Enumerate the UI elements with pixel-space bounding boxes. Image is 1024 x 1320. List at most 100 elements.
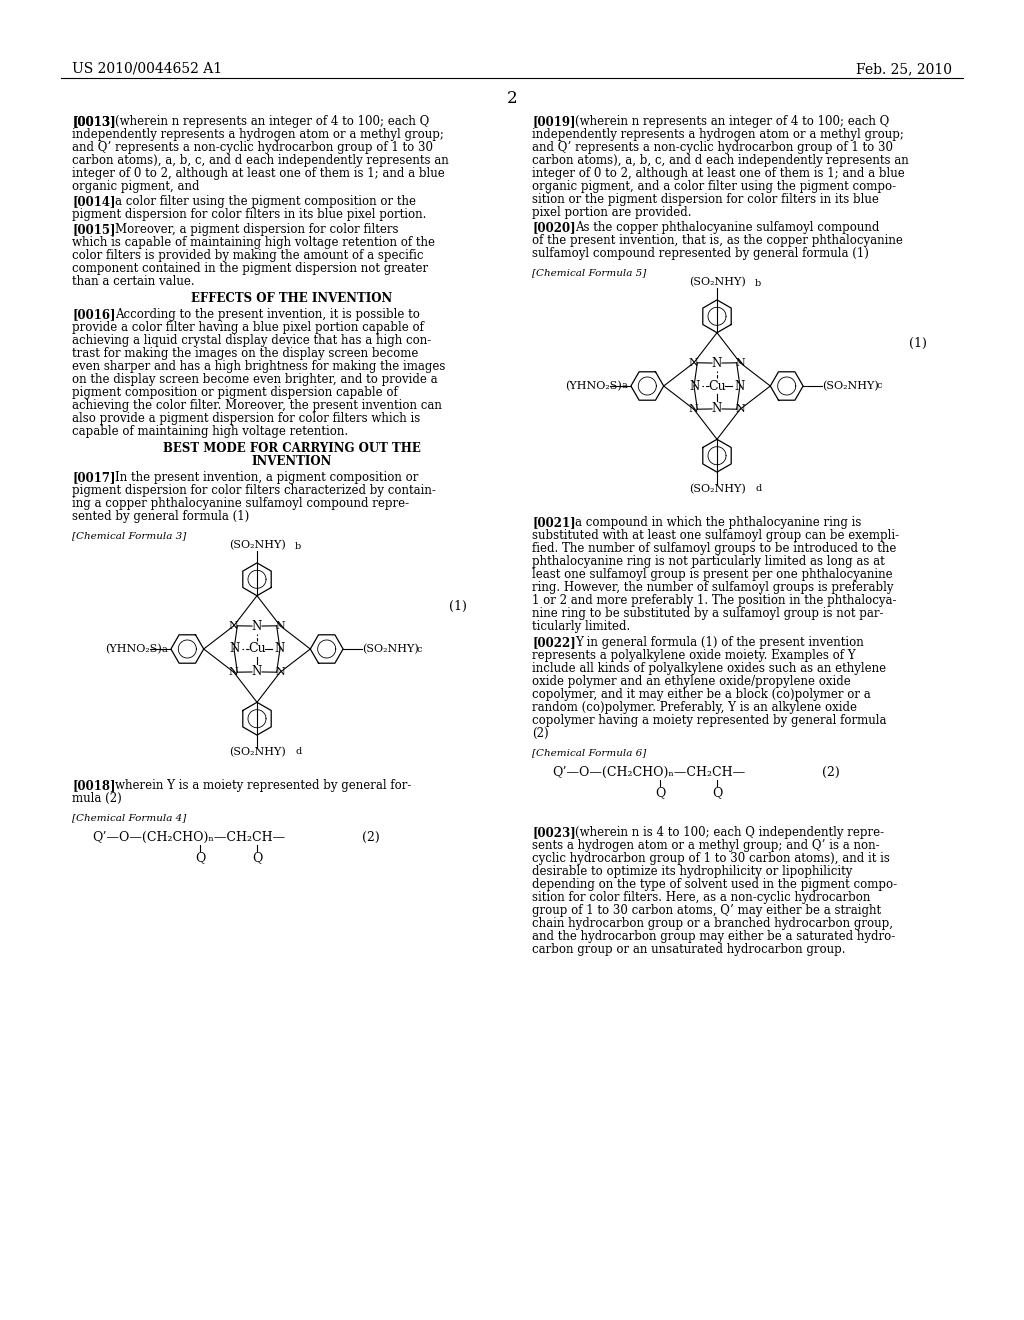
Text: (wherein n represents an integer of 4 to 100; each Q: (wherein n represents an integer of 4 to…	[575, 115, 889, 128]
Text: [Chemical Formula 5]: [Chemical Formula 5]	[532, 268, 646, 277]
Text: (1): (1)	[450, 599, 467, 612]
Text: cyclic hydrocarbon group of 1 to 30 carbon atoms), and it is: cyclic hydrocarbon group of 1 to 30 carb…	[532, 851, 890, 865]
Text: on the display screen become even brighter, and to provide a: on the display screen become even bright…	[72, 374, 437, 385]
Text: (SO₂NHY): (SO₂NHY)	[228, 747, 286, 758]
Text: component contained in the pigment dispersion not greater: component contained in the pigment dispe…	[72, 261, 428, 275]
Text: N: N	[252, 665, 262, 678]
Text: ing a copper phthalocyanine sulfamoyl compound repre-: ing a copper phthalocyanine sulfamoyl co…	[72, 498, 410, 510]
Text: a compound in which the phthalocyanine ring is: a compound in which the phthalocyanine r…	[575, 516, 861, 529]
Text: phthalocyanine ring is not particularly limited as long as at: phthalocyanine ring is not particularly …	[532, 554, 885, 568]
Text: carbon atoms), a, b, c, and d each independently represents an: carbon atoms), a, b, c, and d each indep…	[72, 154, 449, 168]
Text: (YHNO₂S): (YHNO₂S)	[565, 381, 622, 391]
Text: substituted with at least one sulfamoyl group can be exempli-: substituted with at least one sulfamoyl …	[532, 529, 899, 543]
Text: [0020]: [0020]	[532, 220, 575, 234]
Text: pigment composition or pigment dispersion capable of: pigment composition or pigment dispersio…	[72, 385, 397, 399]
Text: a: a	[622, 381, 627, 391]
Text: which is capable of maintaining high voltage retention of the: which is capable of maintaining high vol…	[72, 236, 435, 249]
Text: copolymer having a moiety represented by general formula: copolymer having a moiety represented by…	[532, 714, 887, 727]
Text: and Q’ represents a non-cyclic hydrocarbon group of 1 to 30: and Q’ represents a non-cyclic hydrocarb…	[72, 141, 433, 154]
Text: [0017]: [0017]	[72, 471, 116, 484]
Text: b: b	[755, 279, 761, 288]
Text: N: N	[252, 619, 262, 632]
Text: and the hydrocarbon group may either be a saturated hydro-: and the hydrocarbon group may either be …	[532, 931, 895, 942]
Text: Q’—O—(CH₂CHO)ₙ—CH₂CH—: Q’—O—(CH₂CHO)ₙ—CH₂CH—	[552, 766, 745, 779]
Text: copolymer, and it may either be a block (co)polymer or a: copolymer, and it may either be a block …	[532, 688, 870, 701]
Text: sition for color filters. Here, as a non-cyclic hydrocarbon: sition for color filters. Here, as a non…	[532, 891, 870, 904]
Text: sents a hydrogen atom or a methyl group; and Q’ is a non-: sents a hydrogen atom or a methyl group;…	[532, 840, 880, 851]
Text: [0021]: [0021]	[532, 516, 575, 529]
Text: [Chemical Formula 4]: [Chemical Formula 4]	[72, 813, 186, 822]
Text: independently represents a hydrogen atom or a methyl group;: independently represents a hydrogen atom…	[532, 128, 904, 141]
Text: In the present invention, a pigment composition or: In the present invention, a pigment comp…	[115, 471, 419, 484]
Text: N: N	[229, 620, 239, 631]
Text: organic pigment, and: organic pigment, and	[72, 180, 200, 193]
Text: c: c	[417, 644, 423, 653]
Text: [0018]: [0018]	[72, 779, 116, 792]
Text: Cu: Cu	[709, 380, 726, 392]
Text: (SO₂NHY): (SO₂NHY)	[688, 277, 745, 288]
Text: N: N	[229, 667, 239, 677]
Text: sulfamoyl compound represented by general formula (1): sulfamoyl compound represented by genera…	[532, 247, 869, 260]
Text: [0013]: [0013]	[72, 115, 116, 128]
Text: Q: Q	[195, 851, 205, 865]
Text: [0015]: [0015]	[72, 223, 116, 236]
Text: [0023]: [0023]	[532, 826, 575, 840]
Text: [Chemical Formula 3]: [Chemical Formula 3]	[72, 531, 186, 540]
Text: b: b	[295, 541, 301, 550]
Text: group of 1 to 30 carbon atoms, Q’ may either be a straight: group of 1 to 30 carbon atoms, Q’ may ei…	[532, 904, 881, 917]
Text: than a certain value.: than a certain value.	[72, 275, 195, 288]
Text: Q: Q	[654, 785, 666, 799]
Text: According to the present invention, it is possible to: According to the present invention, it i…	[115, 308, 420, 321]
Text: Moreover, a pigment dispersion for color filters: Moreover, a pigment dispersion for color…	[115, 223, 398, 236]
Text: US 2010/0044652 A1: US 2010/0044652 A1	[72, 62, 222, 77]
Text: (2): (2)	[822, 766, 840, 779]
Text: desirable to optimize its hydrophilicity or lipophilicity: desirable to optimize its hydrophilicity…	[532, 865, 852, 878]
Text: Y in general formula (1) of the present invention: Y in general formula (1) of the present …	[575, 636, 864, 649]
Text: EFFECTS OF THE INVENTION: EFFECTS OF THE INVENTION	[191, 292, 392, 305]
Text: d: d	[295, 747, 301, 756]
Text: achieving the color filter. Moreover, the present invention can: achieving the color filter. Moreover, th…	[72, 399, 442, 412]
Text: ring. However, the number of sulfamoyl groups is preferably: ring. However, the number of sulfamoyl g…	[532, 581, 894, 594]
Text: (YHNO₂S): (YHNO₂S)	[105, 644, 162, 655]
Text: (SO₂NHY): (SO₂NHY)	[688, 484, 745, 495]
Text: Q’—O—(CH₂CHO)ₙ—CH₂CH—: Q’—O—(CH₂CHO)ₙ—CH₂CH—	[92, 832, 285, 843]
Text: N: N	[274, 643, 285, 656]
Text: capable of maintaining high voltage retention.: capable of maintaining high voltage rete…	[72, 425, 348, 438]
Text: and Q’ represents a non-cyclic hydrocarbon group of 1 to 30: and Q’ represents a non-cyclic hydrocarb…	[532, 141, 893, 154]
Text: pigment dispersion for color filters in its blue pixel portion.: pigment dispersion for color filters in …	[72, 209, 426, 220]
Text: nine ring to be substituted by a sulfamoyl group is not par-: nine ring to be substituted by a sulfamo…	[532, 607, 884, 620]
Text: provide a color filter having a blue pixel portion capable of: provide a color filter having a blue pix…	[72, 321, 424, 334]
Text: [0014]: [0014]	[72, 195, 116, 209]
Text: [Chemical Formula 6]: [Chemical Formula 6]	[532, 748, 646, 756]
Text: (2): (2)	[362, 832, 380, 843]
Text: mula (2): mula (2)	[72, 792, 122, 805]
Text: ticularly limited.: ticularly limited.	[532, 620, 630, 634]
Text: c: c	[877, 381, 883, 391]
Text: even sharper and has a high brightness for making the images: even sharper and has a high brightness f…	[72, 360, 445, 374]
Text: (2): (2)	[532, 727, 549, 741]
Text: independently represents a hydrogen atom or a methyl group;: independently represents a hydrogen atom…	[72, 128, 443, 141]
Text: Cu: Cu	[248, 643, 266, 656]
Text: d: d	[755, 484, 761, 494]
Text: a color filter using the pigment composition or the: a color filter using the pigment composi…	[115, 195, 416, 209]
Text: a: a	[162, 644, 167, 653]
Text: N: N	[735, 358, 745, 368]
Text: include all kinds of polyalkylene oxides such as an ethylene: include all kinds of polyalkylene oxides…	[532, 663, 886, 675]
Text: integer of 0 to 2, although at least one of them is 1; and a blue: integer of 0 to 2, although at least one…	[532, 168, 905, 180]
Text: (wherein n is 4 to 100; each Q independently repre-: (wherein n is 4 to 100; each Q independe…	[575, 826, 884, 840]
Text: color filters is provided by making the amount of a specific: color filters is provided by making the …	[72, 249, 424, 261]
Text: trast for making the images on the display screen become: trast for making the images on the displ…	[72, 347, 419, 360]
Text: sented by general formula (1): sented by general formula (1)	[72, 510, 249, 523]
Text: Q: Q	[712, 785, 722, 799]
Text: [0016]: [0016]	[72, 308, 116, 321]
Text: Q: Q	[252, 851, 262, 865]
Text: also provide a pigment dispersion for color filters which is: also provide a pigment dispersion for co…	[72, 412, 420, 425]
Text: BEST MODE FOR CARRYING OUT THE: BEST MODE FOR CARRYING OUT THE	[163, 442, 421, 455]
Text: N: N	[275, 620, 285, 631]
Text: (SO₂NHY): (SO₂NHY)	[361, 644, 419, 655]
Text: integer of 0 to 2, although at least one of them is 1; and a blue: integer of 0 to 2, although at least one…	[72, 168, 444, 180]
Text: carbon group or an unsaturated hydrocarbon group.: carbon group or an unsaturated hydrocarb…	[532, 942, 846, 956]
Text: oxide polymer and an ethylene oxide/propylene oxide: oxide polymer and an ethylene oxide/prop…	[532, 675, 851, 688]
Text: pixel portion are provided.: pixel portion are provided.	[532, 206, 691, 219]
Text: (1): (1)	[909, 337, 927, 350]
